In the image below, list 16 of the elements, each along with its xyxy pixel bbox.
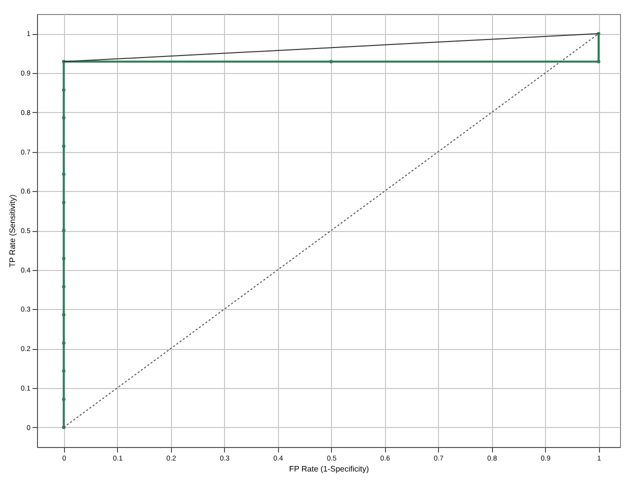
point <box>62 313 66 316</box>
point <box>329 60 333 64</box>
point <box>62 369 66 373</box>
point <box>62 88 66 92</box>
point <box>62 341 66 345</box>
point <box>62 172 66 176</box>
y-axis-title: TP Rate (Sensitivity) <box>8 194 17 268</box>
point <box>62 116 66 120</box>
point <box>62 285 66 289</box>
point <box>62 398 66 402</box>
point <box>596 60 600 64</box>
point <box>62 228 66 232</box>
point <box>62 256 66 260</box>
x-axis-title: FP Rate (1-Specificity) <box>289 464 370 474</box>
point <box>62 144 66 148</box>
point <box>62 200 66 204</box>
